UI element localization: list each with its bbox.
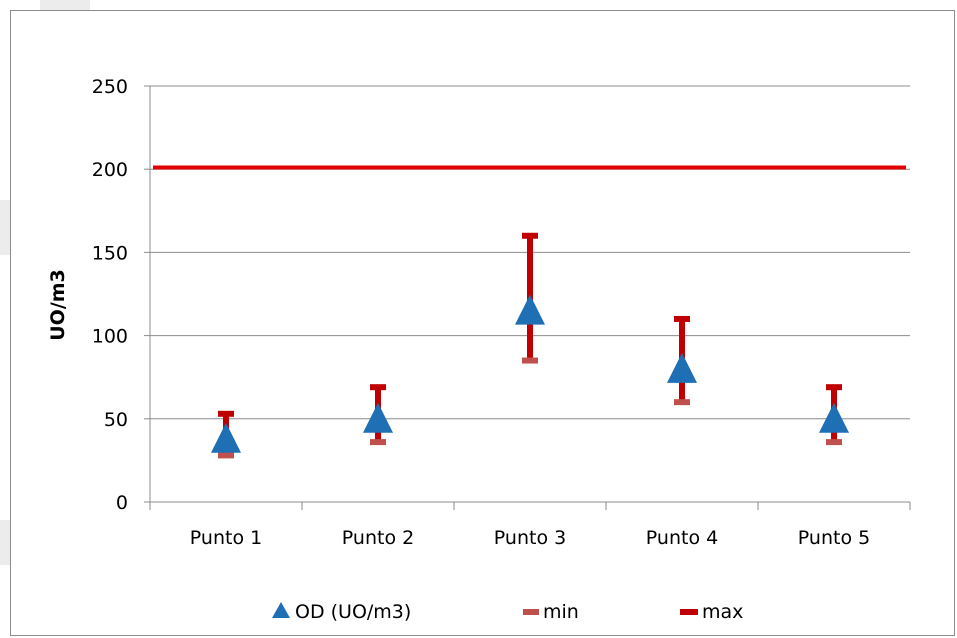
min-marker xyxy=(370,439,386,446)
legend-min-marker xyxy=(523,609,539,615)
x-tick-label: Punto 1 xyxy=(190,527,262,549)
x-tick-label: Punto 5 xyxy=(798,527,870,549)
legend: OD (UO/m3) min max xyxy=(272,601,743,623)
background-block-left-lower xyxy=(0,520,10,565)
od-point xyxy=(515,294,545,325)
x-tick-label: Punto 2 xyxy=(342,527,414,549)
chart-frame xyxy=(10,10,955,636)
y-tick-label: 200 xyxy=(92,159,128,181)
y-tick-label: 150 xyxy=(92,242,128,264)
max-marker xyxy=(826,384,842,391)
legend-od-marker xyxy=(272,602,290,618)
max-marker xyxy=(370,384,386,391)
max-marker xyxy=(522,232,538,239)
background-block-top xyxy=(40,0,90,10)
y-tick-label: 100 xyxy=(92,326,128,348)
tick-labels: 0 50 100 150 200 250 Punto 1 Punto 2 Punto 3 Punt… xyxy=(92,76,870,549)
y-tick-label: 0 xyxy=(116,492,128,514)
od-point xyxy=(819,402,849,433)
od-point xyxy=(363,402,393,433)
min-marker xyxy=(522,357,538,364)
background-block-left xyxy=(0,200,10,255)
od-point xyxy=(667,352,697,383)
y-tick-label: 250 xyxy=(92,76,128,98)
min-marker xyxy=(826,439,842,446)
legend-min-label: min xyxy=(543,601,579,623)
od-point xyxy=(211,422,241,453)
min-marker xyxy=(218,452,234,459)
y-tick-label: 50 xyxy=(104,409,128,431)
marks xyxy=(211,232,849,459)
legend-max-marker xyxy=(680,609,698,615)
max-marker xyxy=(218,410,234,417)
legend-max-label: max xyxy=(702,601,743,623)
max-marker xyxy=(674,315,690,322)
axes xyxy=(144,85,911,510)
min-marker xyxy=(674,399,690,406)
legend-od-label: OD (UO/m3) xyxy=(295,601,411,623)
x-tick-label: Punto 4 xyxy=(646,527,718,549)
y-axis-label: UO/m3 xyxy=(47,269,69,341)
x-tick-label: Punto 3 xyxy=(494,527,566,549)
